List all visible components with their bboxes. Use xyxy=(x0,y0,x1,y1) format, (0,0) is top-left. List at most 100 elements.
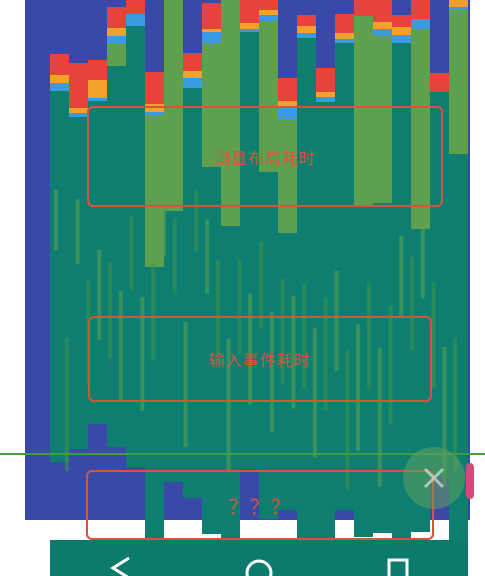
home-circle-icon xyxy=(245,559,273,576)
input-time-label: 输入事件耗时 xyxy=(208,351,311,370)
frame-bar-overlay-stripe xyxy=(356,324,361,452)
frame-bar-blue-segment xyxy=(392,0,411,15)
frame-bar xyxy=(278,0,297,510)
home-button[interactable] xyxy=(239,546,279,576)
frame-bar-light-blue-segment xyxy=(259,15,278,21)
frame-bar-orange-segment xyxy=(297,26,316,33)
frame-bar-overlay-stripe xyxy=(215,260,220,356)
frame-bar-orange-segment xyxy=(69,108,88,113)
frame-bar-overlay-stripe xyxy=(129,216,134,290)
input-time-annotation: 输入事件耗时 xyxy=(88,316,432,402)
frame-bar-green-segment xyxy=(221,0,240,226)
frame-bar-blue-segment xyxy=(335,0,354,14)
frame-bar-red-segment xyxy=(278,78,297,101)
recents-button[interactable] xyxy=(378,546,418,576)
draw-time-annotation: 测量布局耗时 xyxy=(87,106,443,207)
frame-bar-green-segment xyxy=(411,29,430,229)
frame-bar-overlay-stripe xyxy=(323,297,328,411)
frame-bar-light-blue-segment xyxy=(297,33,316,38)
frame-bar-light-blue-segment xyxy=(335,39,354,43)
frame-bar-overlay-stripe xyxy=(54,190,58,250)
frame-bar xyxy=(50,0,69,462)
frame-bar xyxy=(316,0,335,548)
frame-bar-green-segment xyxy=(107,44,126,66)
frame-bar-red-segment xyxy=(411,0,430,19)
frame-bar-teal-segment xyxy=(50,91,69,462)
frame-bar-red-segment xyxy=(50,54,69,75)
frame-bar-red-segment xyxy=(430,73,449,92)
frame-bar-light-blue-segment xyxy=(392,35,411,43)
frame-bar-overlay-stripe xyxy=(442,347,447,486)
frame-bar-blue-segment xyxy=(88,0,107,60)
frame-bar-overlay-stripe xyxy=(291,295,296,409)
frame-bar-blue-segment xyxy=(107,0,126,7)
back-button[interactable] xyxy=(100,546,140,576)
frame-bar-orange-segment xyxy=(202,29,221,32)
frame-bar-teal-segment xyxy=(297,38,316,548)
frame-bar-light-blue-segment xyxy=(316,97,335,102)
frame-bar-teal-segment xyxy=(126,26,145,467)
frame-bar-overlay-stripe xyxy=(334,270,339,372)
frame-bar-overlay-stripe xyxy=(453,337,458,471)
frame-bar xyxy=(335,0,354,510)
frame-bar-light-blue-segment xyxy=(411,19,430,29)
frame-bar-green-segment xyxy=(373,35,392,203)
frame-bar-red-segment xyxy=(240,0,259,23)
frame-bar-red-segment xyxy=(392,15,411,27)
frame-bar xyxy=(126,0,145,467)
frame-bar-orange-segment xyxy=(373,22,392,29)
frame-bar-overlay-stripe xyxy=(248,293,253,405)
frame-bar-overlay-stripe xyxy=(172,218,177,293)
frame-bar-overlay-stripe xyxy=(75,199,80,264)
frame-bar-blue-segment xyxy=(69,0,88,63)
frame-bar-overlay-stripe xyxy=(280,279,285,384)
frame-bar-orange-segment xyxy=(278,101,297,108)
frame-bar-overlay-stripe xyxy=(64,337,69,472)
frame-bar xyxy=(183,0,202,498)
frame-bar-light-blue-segment xyxy=(69,113,88,117)
frame-bar-overlay-stripe xyxy=(205,219,210,295)
frame-budget-line xyxy=(0,453,485,455)
frame-bar-orange-segment xyxy=(88,80,107,98)
frame-bar-overlay-stripe xyxy=(366,282,371,390)
frame-bar-red-segment xyxy=(354,0,373,16)
frame-bar-overlay-stripe xyxy=(420,222,425,299)
frame-bar-overlay-stripe xyxy=(97,249,102,340)
frame-bar xyxy=(240,0,259,469)
frame-bar-orange-segment xyxy=(259,10,278,15)
frame-bar-overlay-stripe xyxy=(431,282,436,389)
frame-bar xyxy=(354,0,373,537)
recents-square-icon xyxy=(387,558,409,576)
frame-bar-orange-segment xyxy=(392,27,411,35)
frame-bar-overlay-stripe xyxy=(377,347,382,487)
expand-icon xyxy=(423,467,445,489)
floating-action-button[interactable] xyxy=(403,447,465,509)
frame-bar-light-blue-segment xyxy=(145,112,164,115)
frame-bar-blue-segment xyxy=(183,0,202,53)
frame-bar-blue-segment xyxy=(278,0,297,78)
unknown-time-annotation: ？？？ xyxy=(86,470,434,540)
frame-bar-red-segment xyxy=(259,0,278,10)
frame-bar-light-blue-segment xyxy=(278,108,297,119)
frame-bar-overlay-stripe xyxy=(140,297,145,411)
screen-margin-right xyxy=(468,540,485,576)
frame-bar-green-segment xyxy=(278,119,297,233)
frame-bar-overlay-stripe xyxy=(410,256,415,351)
frame-bar-light-blue-segment xyxy=(449,7,468,10)
edge-handle[interactable] xyxy=(466,463,474,499)
frame-bar-red-segment xyxy=(183,53,202,71)
frame-bar-green-segment xyxy=(449,10,468,154)
screen-margin-left xyxy=(0,540,50,576)
frame-bar-light-blue-segment xyxy=(126,14,145,26)
frame-bar-blue-segment xyxy=(316,0,335,68)
frame-bar-teal-segment xyxy=(183,88,202,498)
frame-bar-red-segment xyxy=(335,14,354,33)
frame-bar xyxy=(69,0,88,449)
draw-time-label: 测量布局耗时 xyxy=(213,148,316,168)
frame-bar-orange-segment xyxy=(335,33,354,39)
frame-bar-orange-segment xyxy=(316,92,335,97)
frame-bar-green-segment xyxy=(145,115,164,267)
frame-bar-red-segment xyxy=(145,72,164,104)
frame-bar-green-segment xyxy=(164,0,183,211)
